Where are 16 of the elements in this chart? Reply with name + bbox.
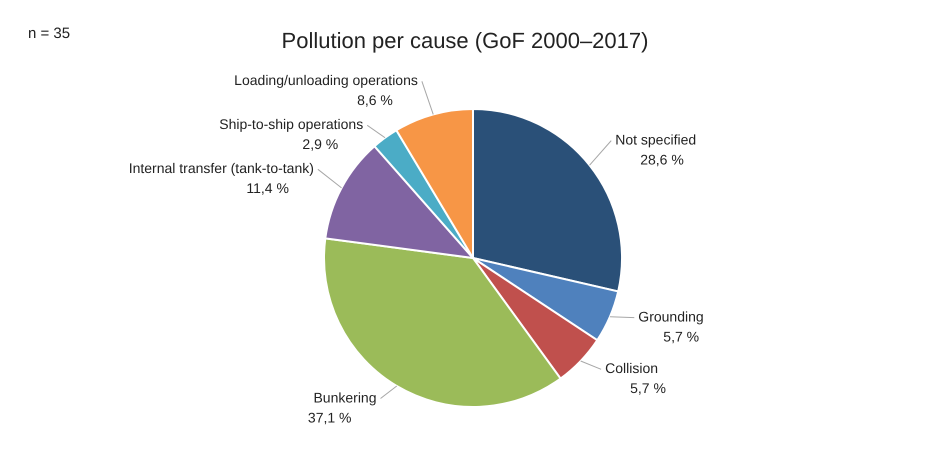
data-label: 37,1 % [308,409,352,426]
data-label: 28,6 % [640,151,684,168]
data-label: 5,7 % [630,380,666,396]
chart-title: Pollution per cause (GoF 2000–2017) [282,28,648,54]
data-label: 11,4 % [246,180,289,196]
slice-label: Grounding [638,308,704,324]
text: n = 35 [28,25,70,42]
slice-label: Bunkering [313,389,377,406]
data-label: 5,7 % [663,328,700,344]
slice-label: Collision [605,360,658,376]
slice-label: Not specified [615,131,696,148]
slice-label: Internal transfer (tank-to-tank) [128,160,314,176]
slice-label: Ship-to-ship operations [219,116,364,132]
data-label: 2,9 % [302,136,338,152]
slice-label: Loading/unloading operations [234,72,418,88]
data-label: 8,6 % [357,92,393,108]
